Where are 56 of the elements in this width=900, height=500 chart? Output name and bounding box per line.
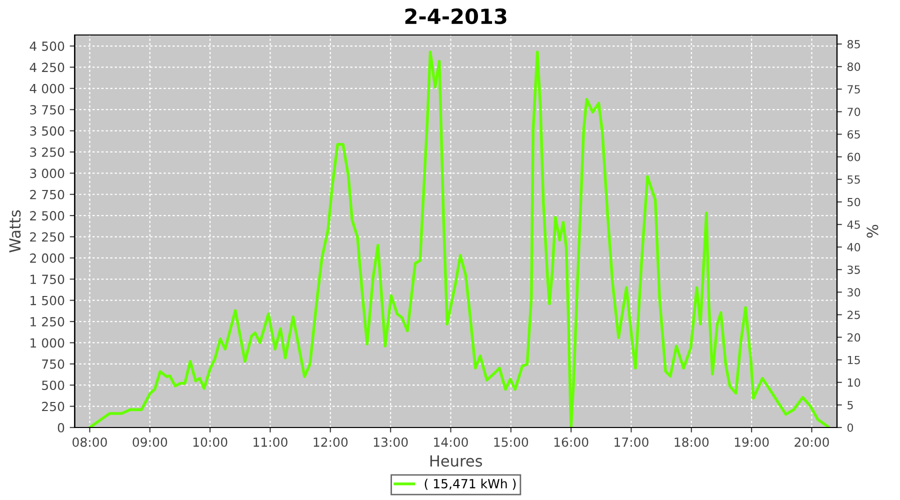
y-tick-label: 4 000: [30, 84, 64, 94]
y2-tick-label: 10: [848, 378, 860, 387]
y2-tick-label: 50: [848, 198, 860, 206]
chart-title: 2-4-2013: [405, 8, 506, 24]
x-tick-label: 19:00: [734, 437, 769, 447]
y2-tick-label: 20: [848, 333, 860, 342]
x-tick-label: 16:00: [554, 437, 588, 447]
y-tick-label: 250: [42, 402, 64, 412]
y2-axis-title: %: [866, 224, 878, 238]
y2-tick-label: 65: [848, 130, 860, 139]
y2-tick-label: 80: [847, 62, 860, 71]
x-tick-label: 12:00: [314, 437, 348, 447]
x-tick-label: 13:00: [374, 437, 408, 447]
x-tick-label: 11:00: [254, 437, 288, 447]
legend-label: ( 15,471 kWh ): [424, 478, 516, 490]
y2-tick-label: 40: [847, 243, 860, 252]
x-tick-label: 10:00: [193, 437, 228, 447]
y2-tick-label: 15: [848, 356, 860, 364]
y2-tick-label: 75: [848, 85, 860, 94]
y-tick-label: 2 000: [30, 253, 64, 263]
line-series: [88, 50, 830, 428]
x-tick-label: 08:00: [72, 437, 107, 447]
x-tick-label: 15:00: [494, 437, 528, 447]
y2-tick-label: 70: [848, 108, 860, 116]
x-tick-label: 09:00: [132, 437, 168, 447]
y-tick-label: 750: [42, 359, 64, 369]
y-tick-label: 3 000: [30, 168, 64, 178]
y-tick-label: 1 250: [30, 317, 64, 326]
y2-tick-label: 45: [847, 220, 860, 229]
x-tick-label: 14:00: [434, 437, 468, 447]
x-tick-label: 20:00: [794, 437, 829, 447]
y-tick-label: 500: [42, 380, 64, 390]
y-tick-label: 3 500: [30, 126, 64, 136]
y-tick-label: 4 500: [30, 41, 64, 51]
y-tick-label: 3 250: [30, 147, 64, 157]
y-tick-label: 2 500: [30, 211, 64, 220]
y2-tick-label: 0: [847, 423, 854, 432]
y-tick-label: 2 250: [30, 232, 64, 242]
y2-tick-label: 35: [848, 266, 860, 274]
y2-tick-label: 85: [847, 40, 860, 48]
y-tick-label: 1 500: [30, 296, 64, 306]
y-tick-label: 0: [58, 422, 64, 432]
y2-tick-label: 5: [848, 401, 853, 410]
y2-tick-label: 60: [848, 152, 860, 162]
x-tick-label: 17:00: [614, 437, 648, 447]
y2-tick-label: 25: [848, 310, 860, 320]
y-tick-label: 3 750: [30, 105, 64, 115]
y2-tick-label: 30: [848, 288, 860, 297]
y-axis-title: Watts: [9, 210, 21, 252]
y-tick-label: 2 750: [30, 190, 64, 200]
x-tick-label: 18:00: [674, 437, 709, 447]
y-tick-label: 1 750: [30, 274, 64, 284]
y-tick-label: 4 250: [30, 62, 64, 72]
y2-tick-label: 55: [848, 175, 860, 184]
y-tick-label: 1 000: [30, 338, 64, 348]
x-axis-title: Heures: [430, 455, 482, 467]
